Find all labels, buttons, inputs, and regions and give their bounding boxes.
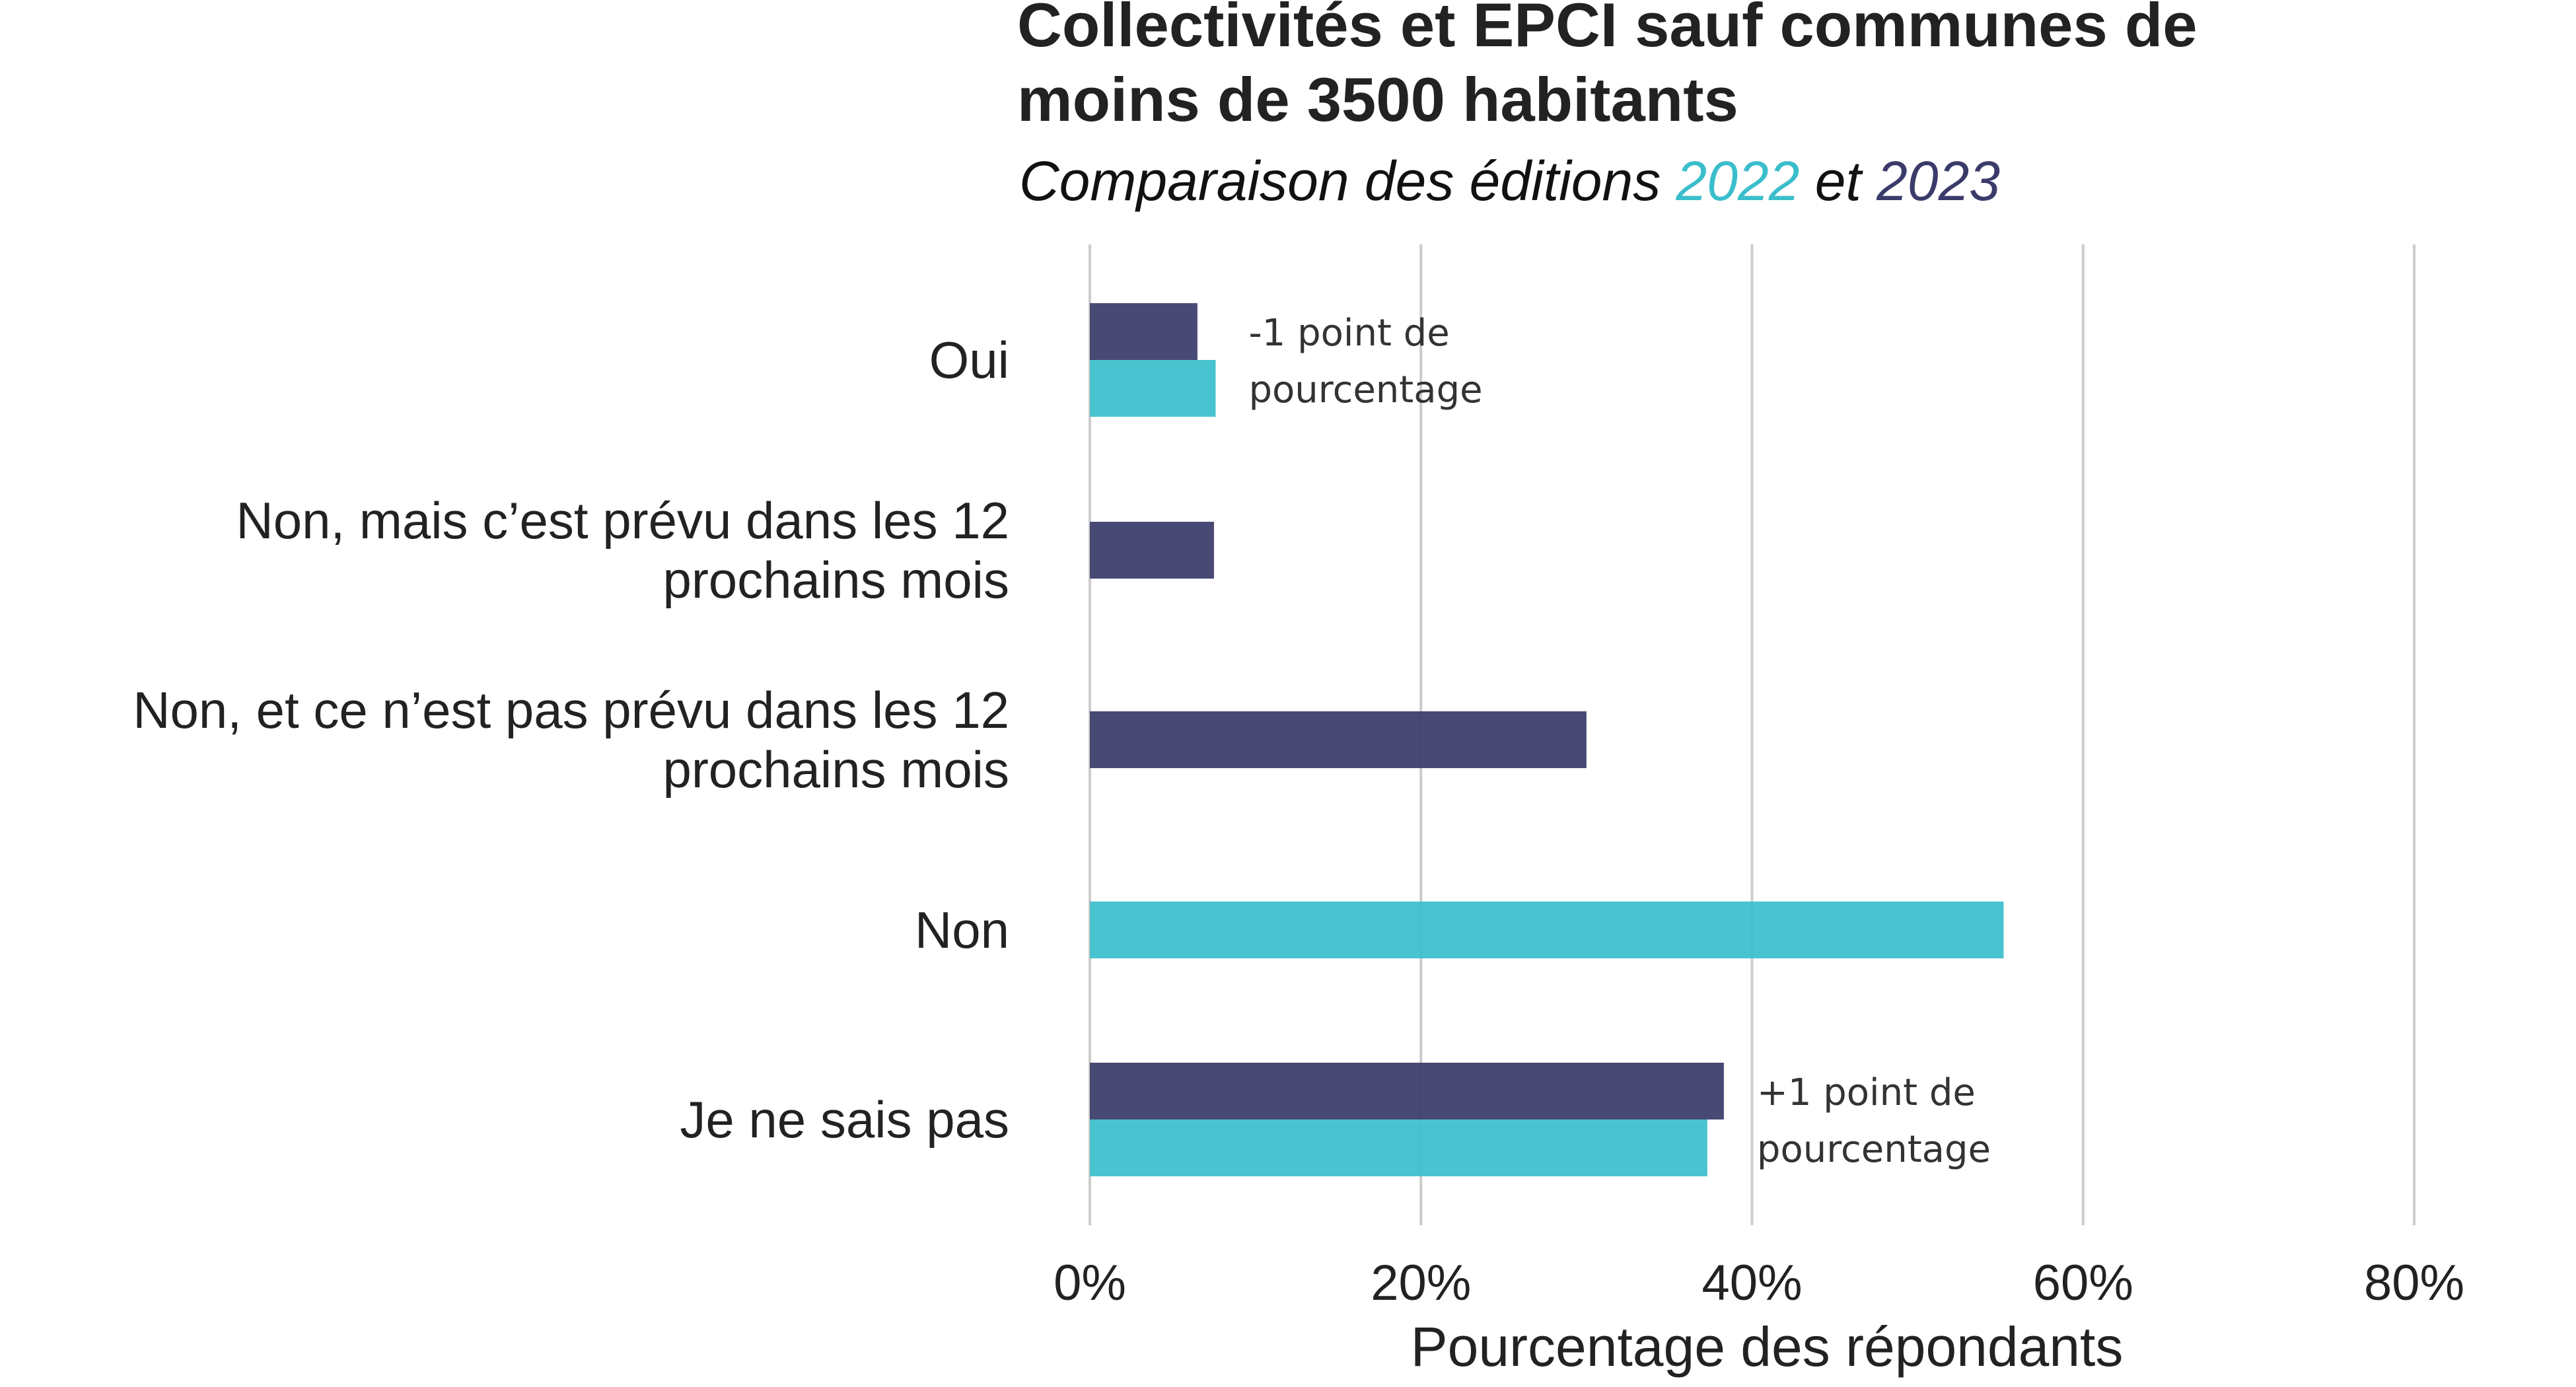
bar-2022-cat-0 [1090,360,1216,417]
subtitle-year-2023: 2023 [1876,150,2000,212]
bar-2023-cat-0 [1090,303,1198,360]
category-label-1-line-0: Non, mais c’est prévu dans les 12 [236,491,1009,550]
x-tick-label-60: 60% [2033,1255,2133,1311]
bars [1090,303,2004,1176]
x-tick-label-0: 0% [1054,1255,1126,1311]
annotation-1-line-0: +1 point de [1757,1071,1976,1114]
bar-2022-cat-4 [1090,1120,1707,1176]
bar-2022-cat-3 [1090,902,2004,958]
category-label-1-line-1: prochains mois [662,551,1009,609]
subtitle-prefix: Comparaison des éditions [1019,150,1676,212]
annotations: -1 point de pourcentage +1 point de pourcen… [1248,312,1991,1171]
chart-title-line-2: moins de 3500 habitants [1017,65,1738,134]
x-axis-tick-labels: 0% 20% 40% 60% 80% [1054,1255,2464,1311]
annotation-0-line-1: pourcentage [1248,369,1482,411]
gridlines [1089,244,2415,1225]
subtitle-middle: et [1799,150,1877,212]
bar-2023-cat-4 [1090,1063,1724,1120]
x-tick-label-20: 20% [1371,1255,1471,1311]
category-label-3-line-0: Non [915,901,1009,959]
category-label-0-line-0: Oui [929,331,1009,389]
annotation-0-line-0: -1 point de [1248,312,1449,355]
category-label-2-line-1: prochains mois [662,740,1009,799]
chart-title-line-1: Collectivités et EPCI sauf communes de [1017,0,2198,59]
x-tick-label-40: 40% [1701,1255,1802,1311]
subtitle-year-2022: 2022 [1676,150,1800,212]
category-label-4-line-0: Je ne sais pas [680,1090,1009,1149]
x-axis-title: Pourcentage des répondants [1411,1316,2124,1378]
annotation-1-line-1: pourcentage [1757,1128,1991,1171]
category-label-2-line-0: Non, et ce n’est pas prévu dans les 12 [133,681,1009,739]
x-tick-label-80: 80% [2364,1255,2464,1311]
bar-2023-cat-2 [1090,711,1587,768]
bar-2023-cat-1 [1090,522,1214,579]
chart-title: Collectivités et EPCI sauf communes de m… [1017,0,2198,134]
chart-subtitle: Comparaison des éditions 2022 et 2023 [1019,150,2000,212]
